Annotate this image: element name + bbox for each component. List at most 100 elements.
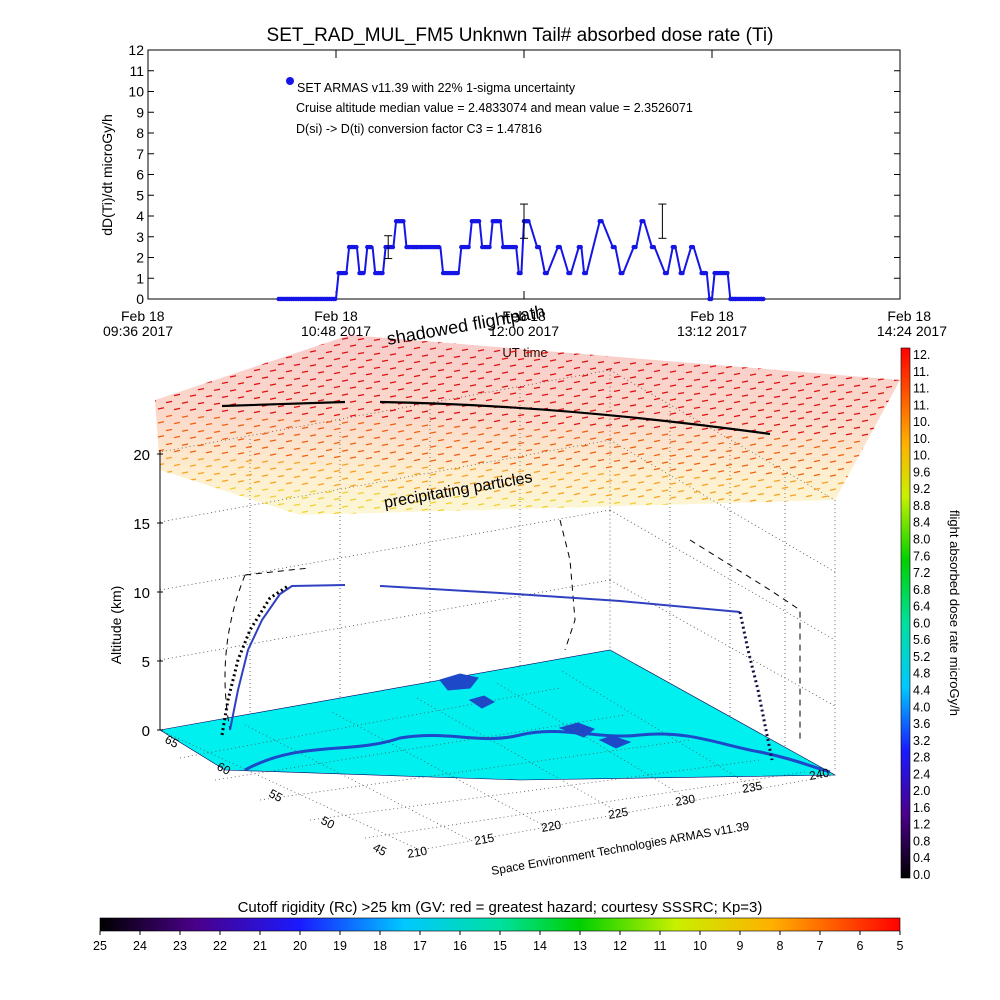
colorbar-right-tick-label: 11.: [913, 398, 929, 412]
colorbar-bottom-tick-label: 6: [857, 939, 864, 953]
colorbar-right-tick-label: 5.2: [913, 650, 930, 664]
colorbar-right-tick-label: 0.0: [913, 868, 930, 882]
legend-conversion-text: D(si) -> D(ti) conversion factor C3 = 1.…: [296, 122, 542, 136]
data-point: [557, 244, 562, 250]
colorbar-bottom-fill: [99, 917, 901, 932]
colorbar-bottom-tick-label: 21: [253, 939, 267, 953]
colorbar-right-ticks: 12. 11. 11. 11. 10. 10. 10. 9.6 9.2 8.8 8.4 8.0 7.6 7…: [913, 348, 930, 882]
longitude-tick-label: 225: [607, 805, 629, 822]
colorbar-right-tick-label: 2.8: [913, 751, 930, 765]
data-point: [690, 244, 696, 250]
colorbar-bottom-tick-label: 20: [293, 939, 307, 953]
error-bars: [384, 203, 667, 260]
colorbar-right-label: flight absorbed dose rate microGy/h: [947, 510, 962, 716]
colorbar-bottom-tick-label: 16: [453, 939, 467, 953]
colorbar-right-tick-label: 3.6: [913, 717, 930, 731]
back-wall-grid: [159, 369, 836, 770]
data-point: [680, 270, 685, 276]
colorbar-bottom-tick-label: 19: [333, 939, 347, 953]
colorbar-right-tick-label: 4.0: [913, 700, 930, 714]
particle-row: [155, 456, 900, 487]
flight-path-descent: [738, 611, 774, 761]
y-tick-label: 0: [136, 291, 144, 307]
data-point: [761, 296, 766, 302]
colorbar-right-tick-label: 9.2: [913, 482, 930, 496]
colorbar-right-tick-label: 3.2: [913, 734, 930, 748]
x-tick-date: Feb 18: [690, 308, 734, 324]
altitude-tick-label: 20: [133, 447, 150, 464]
flight-3d-view: shadowed flightpath precipitating partic…: [108, 301, 900, 878]
x-tick-time: 10:48 2017: [301, 323, 371, 339]
colorbar-right-tick-label: 10.: [913, 449, 930, 463]
flight-path: [229, 584, 741, 731]
altitude-axis-ticks: 0 5 10 15 20: [133, 447, 163, 740]
data-point: [709, 296, 714, 302]
coastline: [244, 729, 831, 774]
data-point: [544, 270, 549, 276]
x-tick-date: Feb 18: [121, 308, 165, 324]
colorbar-bottom-tick-label: 9: [737, 939, 744, 953]
data-point: [620, 270, 625, 276]
colorbar-right-tick-label: 6.0: [913, 616, 930, 630]
x-tick-time: 13:12 2017: [677, 323, 747, 339]
legend-series-text: SET ARMAS v11.39 with 22% 1-sigma uncert…: [297, 81, 576, 95]
data-point: [466, 244, 471, 250]
latitude-tick-label: 55: [267, 786, 286, 805]
shadowed-flightpath-label: shadowed flightpath: [385, 301, 546, 349]
latitude-axis-ticks: 45 50 55 60 65: [163, 732, 390, 859]
data-point: [568, 270, 573, 276]
y-tick-label: 6: [136, 167, 144, 183]
y-tick-label: 1: [136, 270, 144, 286]
y-tick-label: 4: [136, 208, 144, 224]
series-line: [278, 220, 765, 300]
colorbar-bottom-tick-label: 13: [573, 939, 587, 953]
longitude-tick-label: 230: [674, 792, 696, 809]
data-point: [380, 270, 385, 276]
data-point: [703, 270, 709, 276]
colorbar-bottom-tick-label: 22: [213, 939, 227, 953]
y-tick-label: 9: [136, 104, 144, 120]
data-point: [455, 270, 460, 276]
colorbar-right-tick-label: 10.: [913, 432, 930, 446]
colorbar-right-tick-label: 10.: [913, 415, 930, 429]
latitude-tick-label: 50: [319, 813, 338, 832]
land-mass: [439, 673, 632, 749]
particle-row: [157, 435, 900, 466]
x-tick-time: 09:36 2017: [103, 323, 173, 339]
longitude-tick-label: 220: [540, 818, 562, 835]
latitude-tick-label: 65: [163, 732, 182, 751]
colorbar-bottom-tick-label: 11: [654, 939, 667, 953]
ground-plane: [159, 649, 837, 781]
colorbar-right-tick-label: 1.2: [913, 818, 930, 832]
flight-path-ascent: [220, 584, 289, 736]
data-point: [599, 219, 604, 224]
y-tick-label: 8: [136, 125, 144, 141]
colorbar-right-tick-label: 8.4: [913, 516, 930, 530]
colorbar-bottom-ticks: 25 24 23 22 21 20 19 18 17 16 15 14 13 12 11 10 9 8 7 6 5: [93, 931, 904, 953]
colorbar-right-tick-label: 2.0: [913, 784, 930, 798]
legend-marker: [286, 77, 294, 85]
data-point: [343, 270, 349, 276]
colorbar-bottom-tick-label: 8: [777, 939, 784, 953]
colorbar-bottom-tick-label: 15: [493, 939, 507, 953]
dose-rate-series: [276, 219, 766, 302]
altitude-tick-label: 10: [133, 585, 150, 602]
data-point: [651, 244, 656, 250]
altitude-tick-label: 15: [133, 516, 150, 533]
data-point: [497, 219, 503, 224]
colorbar-right-tick-label: 8.0: [913, 533, 930, 547]
data-point: [333, 296, 338, 302]
x-tick-date: Feb 18: [887, 308, 931, 324]
particle-row: [155, 470, 900, 501]
particle-row: [157, 449, 900, 480]
dose-rate-colorbar: 12. 11. 11. 11. 10. 10. 10. 9.6 9.2 8.8 8.4 8.0 7.6 7…: [900, 347, 962, 882]
shadow-projection-left: [224, 567, 311, 731]
longitude-tick-label: 210: [406, 844, 428, 861]
precipitating-particles-field: [155, 335, 900, 515]
colorbar-bottom-tick-label: 5: [897, 939, 904, 953]
colorbar-right-tick-label: 8.8: [913, 499, 930, 513]
y-tick-label: 3: [136, 229, 144, 245]
y-tick-label: 5: [136, 187, 144, 203]
colorbar-bottom-tick-label: 24: [133, 939, 147, 953]
